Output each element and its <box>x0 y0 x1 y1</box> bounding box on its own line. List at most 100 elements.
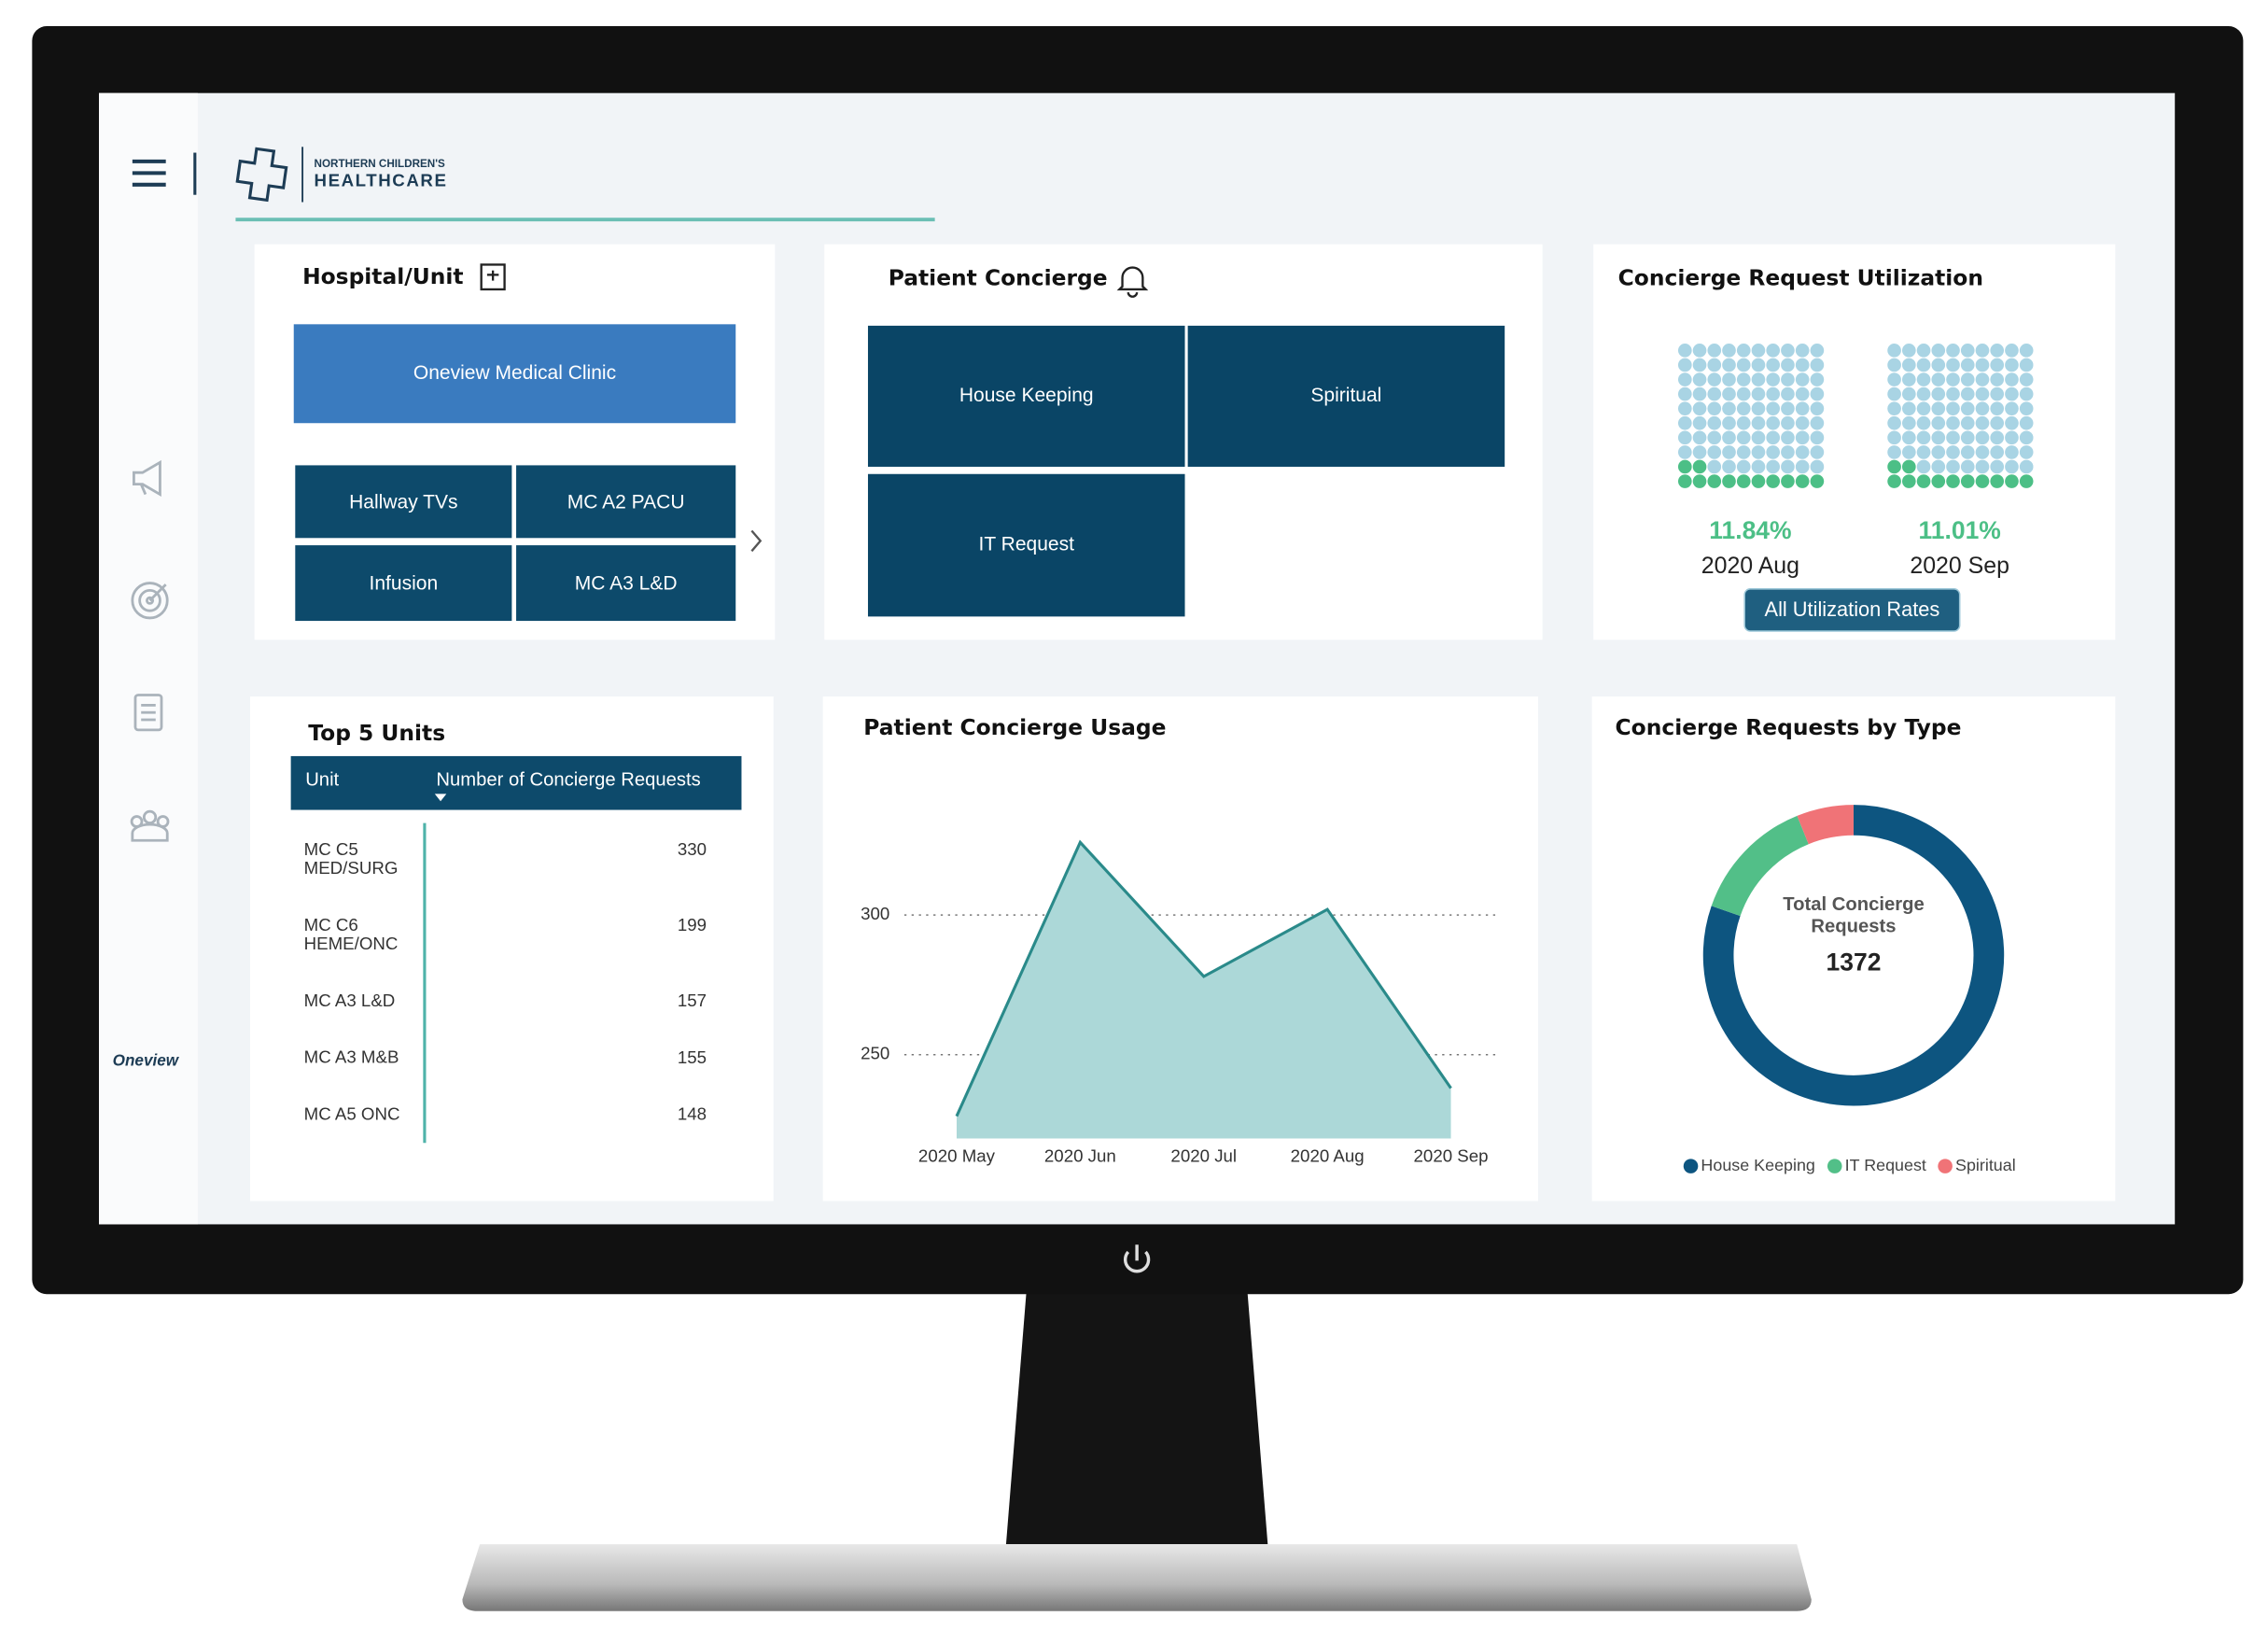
waffle-dot <box>1960 358 1975 372</box>
waffle-dot <box>1707 358 1722 372</box>
request-count: 155 <box>678 1047 707 1067</box>
team-icon[interactable] <box>130 809 170 842</box>
waffle-dot <box>1722 445 1736 459</box>
legend-marker <box>1938 1159 1953 1173</box>
brand-org: NORTHERN CHILDREN'S <box>315 158 445 170</box>
reports-icon[interactable] <box>133 694 163 732</box>
waffle-dot <box>1931 401 1946 415</box>
waffle-dot <box>2005 415 2019 430</box>
waffle-dot <box>1960 415 1975 430</box>
waffle-dot <box>1692 401 1707 415</box>
waffle-dot <box>1722 430 1736 445</box>
y-tick-label: 300 <box>861 904 889 923</box>
waffle-dot <box>1781 430 1795 445</box>
waffle-dot <box>1751 358 1766 372</box>
donut-segment <box>1797 805 1855 845</box>
unit-tile[interactable] <box>516 465 736 539</box>
x-tick-label: 2020 Aug <box>1291 1146 1365 1166</box>
selected-unit-label: Oneview Medical Clinic <box>413 362 616 384</box>
waffle-dot <box>1781 386 1795 401</box>
waffle-dot <box>2019 372 2034 386</box>
legend-label[interactable]: Spiritual <box>1955 1156 2016 1174</box>
unit-name: MC C6 HEME/ONC <box>303 916 399 954</box>
oneview-logo: Oneview <box>113 1051 180 1070</box>
sidebar <box>99 92 198 1225</box>
goals-icon[interactable] <box>131 582 169 620</box>
service-tile[interactable] <box>867 325 1185 467</box>
legend-label[interactable]: IT Request <box>1845 1156 1926 1174</box>
waffle-dot <box>1946 372 1960 386</box>
table-cell: MC A5 ONC <box>304 1105 400 1123</box>
waffle-dot <box>1975 344 1990 358</box>
waffle-dot <box>1751 386 1766 401</box>
chart-title: Patient Concierge Usage <box>863 714 1166 740</box>
legend-label[interactable]: House Keeping <box>1701 1156 1814 1174</box>
unit-tile[interactable] <box>295 465 512 539</box>
request-count: 199 <box>678 915 707 934</box>
waffle-dot <box>1795 344 1810 358</box>
waffle-dot <box>1902 372 1916 386</box>
waffle-dot <box>1766 474 1781 488</box>
waffle-dot <box>1931 386 1946 401</box>
waffle-dot <box>1736 415 1751 430</box>
waffle-dot <box>1795 358 1810 372</box>
waffle-dot <box>1677 372 1692 386</box>
waffle-dot <box>1677 344 1692 358</box>
unit-tile[interactable] <box>516 545 736 622</box>
waffle-dot <box>1946 445 1960 459</box>
y-tick-label: 250 <box>861 1044 889 1063</box>
waffle-dot <box>1975 474 1990 488</box>
unit-tile[interactable] <box>295 545 512 622</box>
waffle-dot <box>1781 474 1795 488</box>
service-label: Spiritual <box>1310 385 1381 406</box>
service-tile[interactable] <box>867 473 1185 617</box>
unit-name: MC A3 L&D <box>303 991 396 1011</box>
waffle-dot <box>1960 459 1975 474</box>
waffle-dot <box>1990 344 2005 358</box>
waffle-dot <box>1960 386 1975 401</box>
panel-title: Concierge Request Utilization <box>1618 265 1983 291</box>
utilization-button[interactable] <box>1743 588 1961 632</box>
waffle-dot <box>1931 445 1946 459</box>
waffle-dot <box>1766 401 1781 415</box>
waffle-dot <box>1781 372 1795 386</box>
waffle-dot <box>1887 445 1901 459</box>
table-cell: MC A3 M&B <box>304 1048 399 1066</box>
waffle-dot <box>1766 459 1781 474</box>
announcements-icon[interactable] <box>133 459 161 498</box>
waffle-dot <box>1902 459 1916 474</box>
brand-icon <box>235 147 288 203</box>
waffle-dot <box>1887 430 1901 445</box>
waffle-dot <box>1795 459 1810 474</box>
waffle-dot <box>1810 474 1825 488</box>
waffle-dot <box>1677 430 1692 445</box>
selected-unit[interactable] <box>293 324 736 424</box>
waffle-dot <box>1751 430 1766 445</box>
column-header[interactable]: Number of Concierge Requests <box>436 770 700 791</box>
waffle-dot <box>1931 358 1946 372</box>
waffle-dot <box>1736 430 1751 445</box>
utilization-period: 2020 Sep <box>1910 553 2009 579</box>
menu-button[interactable] <box>132 159 166 187</box>
legend-marker <box>1827 1159 1842 1173</box>
waffle-dot <box>1810 459 1825 474</box>
next-arrow[interactable] <box>750 529 763 553</box>
power-button[interactable] <box>1123 1244 1151 1273</box>
waffle-dot <box>1766 358 1781 372</box>
waffle-dot <box>1722 372 1736 386</box>
waffle-dot <box>1916 372 1931 386</box>
column-header[interactable]: Unit <box>305 770 339 791</box>
waffle-dot <box>1736 372 1751 386</box>
waffle-dot <box>1736 445 1751 459</box>
waffle-dot <box>1736 474 1751 488</box>
waffle-dot <box>1707 344 1722 358</box>
unit-label: Hallway TVs <box>349 491 457 513</box>
waffle-dot <box>1887 401 1901 415</box>
panel-title: Hospital/Unit <box>302 263 463 289</box>
waffle-dot <box>1692 358 1707 372</box>
panel-title: Patient Concierge <box>889 265 1108 291</box>
waffle-dot <box>1722 358 1736 372</box>
service-tile[interactable] <box>1187 325 1505 467</box>
waffle-dot <box>1781 344 1795 358</box>
line <box>955 839 1452 1117</box>
